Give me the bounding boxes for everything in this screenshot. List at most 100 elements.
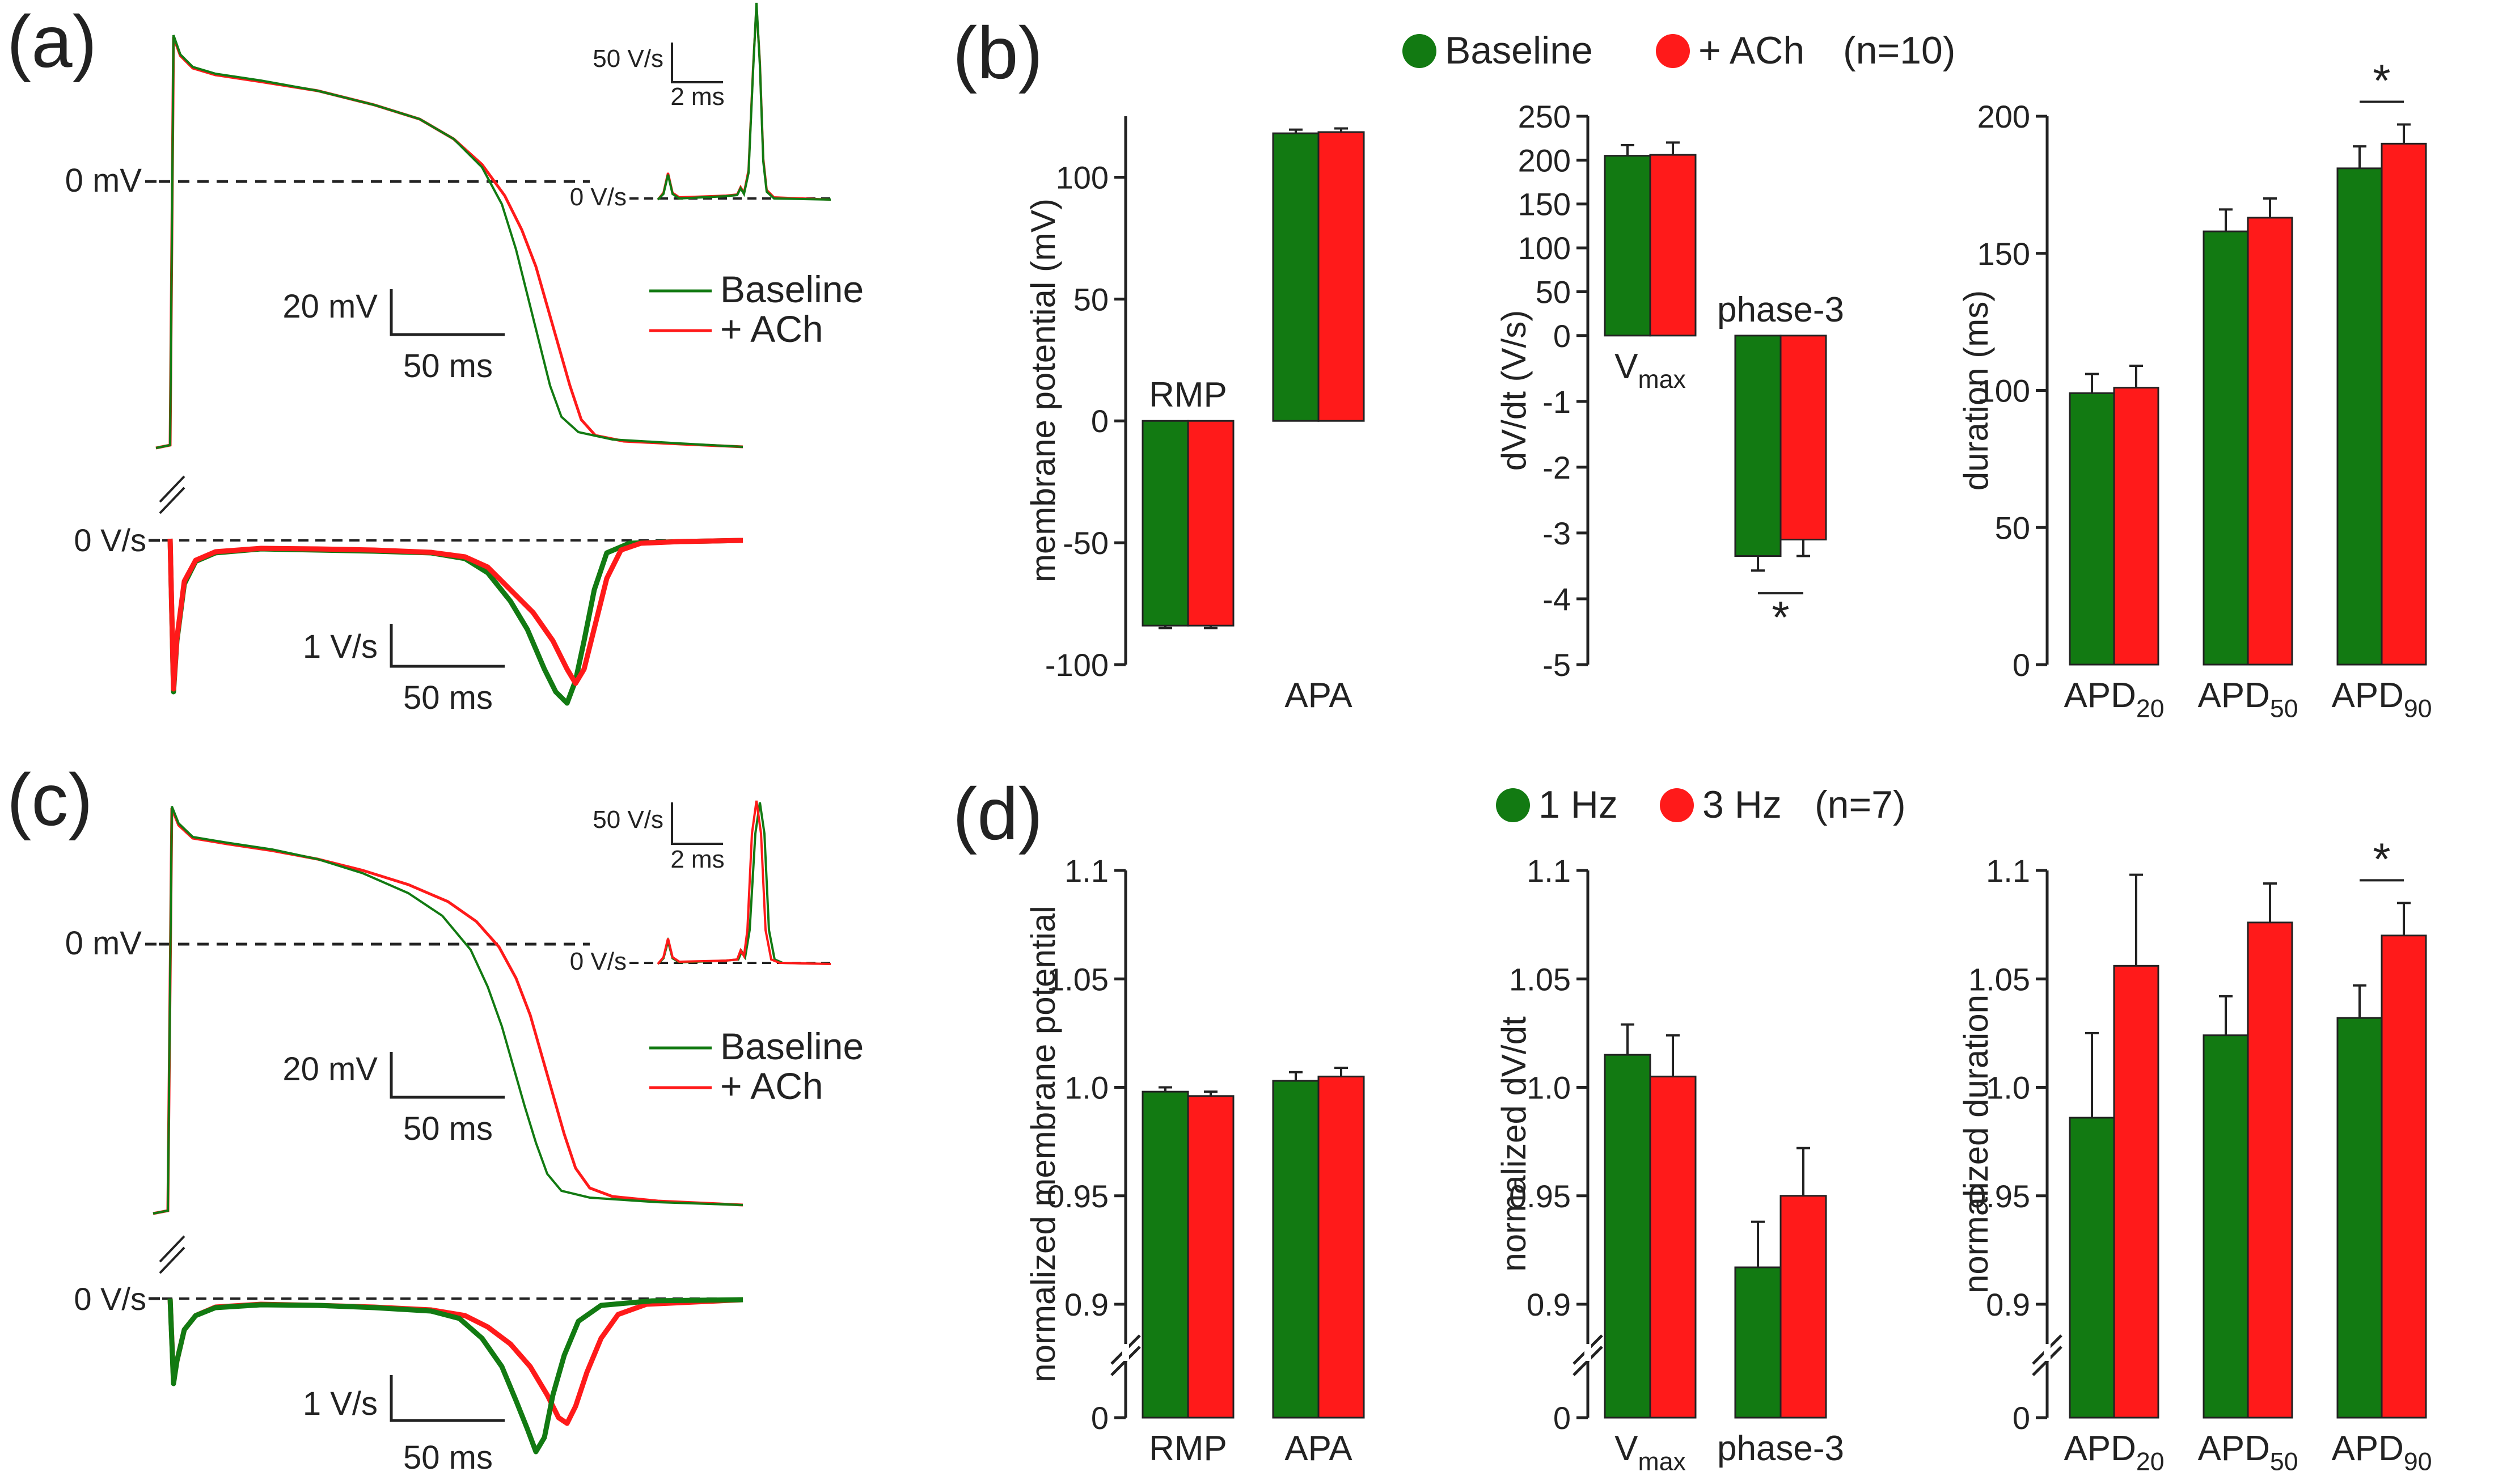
bar-apd20-baseline — [2069, 392, 2115, 666]
category-label: APA — [1284, 1429, 1352, 1468]
y-tick-label-zero: 0 — [2013, 1400, 2030, 1436]
zero-mv-ref-a: 0 mV — [65, 162, 590, 199]
y-tick-label: 0.95 — [1047, 1178, 1109, 1214]
inset-zero-label-c: 0 V/s — [570, 948, 627, 975]
y-tick-label: 1.05 — [1047, 961, 1109, 997]
category-label-main: V — [1614, 1429, 1638, 1468]
category-label-main: RMP — [1149, 1429, 1227, 1468]
axis-break-gap — [1584, 1344, 1591, 1361]
y-axis-label: normalized duration — [1957, 995, 1995, 1293]
category-label-main: APD — [2197, 676, 2269, 715]
panel-label-d: (d) — [953, 772, 1043, 855]
legend-traces-c: Baseline + ACh — [649, 1025, 864, 1107]
category-label-main: APA — [1284, 676, 1352, 715]
panel-c: (c) 0 mV 20 mV 50 ms Baseline + ACh 50 V… — [7, 758, 864, 1476]
bar-apd90-treatment — [2381, 142, 2427, 666]
legend-n-rate: (n=7) — [1815, 783, 1906, 826]
category-label-main: APD — [2064, 1429, 2136, 1468]
y-tick-label: 0.9 — [1064, 1287, 1109, 1322]
y-tick-label: 1.1 — [1527, 853, 1571, 889]
bar-chart-b-2: 250 200 150 100 50 0 -1 -2 -3 -4 -5 dV/dt (V/s) Vmax… — [1495, 99, 1844, 683]
category-label-main: APD — [2197, 1429, 2269, 1468]
bar-apd20-treatment — [2113, 387, 2159, 666]
legend-label-3hz: 3 Hz — [1702, 783, 1782, 826]
y-tick-label: 200 — [1977, 99, 2030, 134]
action-potential-trace-ach-a — [155, 36, 743, 450]
scale-bar-voltage-a: 20 mV 50 ms — [282, 288, 505, 384]
category-label: Vmax — [1614, 1429, 1686, 1475]
zero-mv-label-a: 0 mV — [65, 162, 142, 199]
upstroke-inset-a: 50 V/s 2 ms 0 V/s — [570, 2, 831, 211]
bar-apd90-baseline — [2336, 167, 2383, 666]
axis-break-a — [159, 475, 185, 514]
inset-scale-y-label-a: 50 V/s — [593, 45, 663, 73]
action-potential-trace-ach-c — [153, 807, 743, 1215]
bar-apa-baseline — [1272, 132, 1320, 422]
y-axis-label: membrane potential (mV) — [1024, 198, 1062, 582]
significance-star: * — [2373, 834, 2390, 884]
category-label-main: APD — [2064, 676, 2136, 715]
y-tick-label: 100 — [1518, 230, 1571, 266]
inset-scale-x-label-c: 2 ms — [670, 845, 724, 873]
panel-label-a: (a) — [7, 0, 97, 83]
category-label-sub: 50 — [2270, 1448, 2298, 1475]
axis-break-gap — [2044, 1344, 2051, 1361]
category-label-sub: 90 — [2404, 695, 2432, 722]
dvdt-trace-group-c: 0 V/s 1 V/s 50 ms — [74, 1281, 743, 1476]
bar-apd20-baseline — [2069, 1117, 2115, 1419]
scale-bar-ms-label-a: 50 ms — [403, 348, 493, 384]
y-tick-label: 200 — [1518, 142, 1571, 178]
y-tick-label: -1 — [1542, 384, 1571, 420]
axis-break-mark-1-c — [159, 1235, 185, 1263]
zero-mv-label-c: 0 mV — [65, 925, 142, 962]
y-tick-label: 1.1 — [1986, 853, 2030, 889]
bar-vmax-treatment — [1649, 1075, 1697, 1419]
bar-phase-3-treatment — [1779, 1195, 1827, 1419]
y-tick-label: 0 — [1091, 403, 1109, 439]
category-label: APD90 — [2331, 1429, 2432, 1475]
bar-apa-treatment — [1317, 1075, 1365, 1419]
scale-bar-dvdt-label-c: 1 V/s — [303, 1385, 378, 1422]
category-label: APD20 — [2064, 676, 2164, 722]
y-tick-label: -3 — [1542, 515, 1571, 551]
y-tick-label-zero: 0 — [1091, 1400, 1109, 1436]
bar-apd90-baseline — [2336, 1017, 2383, 1419]
category-label: APA — [1284, 676, 1352, 715]
y-tick-label: 1.0 — [1986, 1070, 2030, 1106]
category-label-main: APD — [2331, 676, 2403, 715]
bar-rmp-baseline — [1142, 1090, 1189, 1419]
significance-star: * — [1772, 592, 1789, 642]
y-tick-label: -2 — [1542, 450, 1571, 485]
legend-label-ach: + ACh — [1698, 29, 1804, 72]
y-tick-label: 0 — [1553, 318, 1571, 354]
scale-bar-voltage-c: 20 mV 50 ms — [282, 1051, 505, 1147]
y-tick-label: -5 — [1542, 647, 1571, 683]
y-tick-label: 150 — [1518, 187, 1571, 222]
category-label-main: APA — [1284, 1429, 1352, 1468]
category-label: phase-3 — [1717, 290, 1844, 329]
y-tick-label: 0.95 — [1968, 1178, 2030, 1214]
inset-scale-y-label-c: 50 V/s — [593, 806, 663, 834]
legend-label-baseline-a: Baseline — [720, 268, 864, 310]
axis-break-gap — [1122, 1344, 1129, 1361]
category-label: APD50 — [2197, 676, 2298, 722]
y-tick-label: -100 — [1045, 647, 1109, 683]
panel-label-c: (c) — [7, 758, 93, 841]
axis-break-c — [159, 1235, 185, 1274]
inset-upstroke-trace-baseline-c — [657, 802, 831, 965]
inset-scale-bar-c — [671, 802, 723, 845]
y-tick-label-zero: 0 — [1553, 1400, 1571, 1436]
axis-break-mark-2-a — [159, 487, 185, 514]
y-tick-label: -4 — [1542, 581, 1571, 617]
bar-phase-3-baseline — [1734, 335, 1782, 557]
panel-a: (a) 0 mV 20 mV 50 ms Baseline + ACh 50 V… — [7, 0, 864, 716]
zero-dvdt-label-a: 0 V/s — [74, 522, 146, 558]
action-potential-trace-baseline-a — [155, 35, 743, 449]
bar-vmax-treatment — [1649, 154, 1697, 337]
legend-n-ach: (n=10) — [1843, 29, 1955, 72]
legend-label-baseline-c: Baseline — [720, 1025, 864, 1067]
